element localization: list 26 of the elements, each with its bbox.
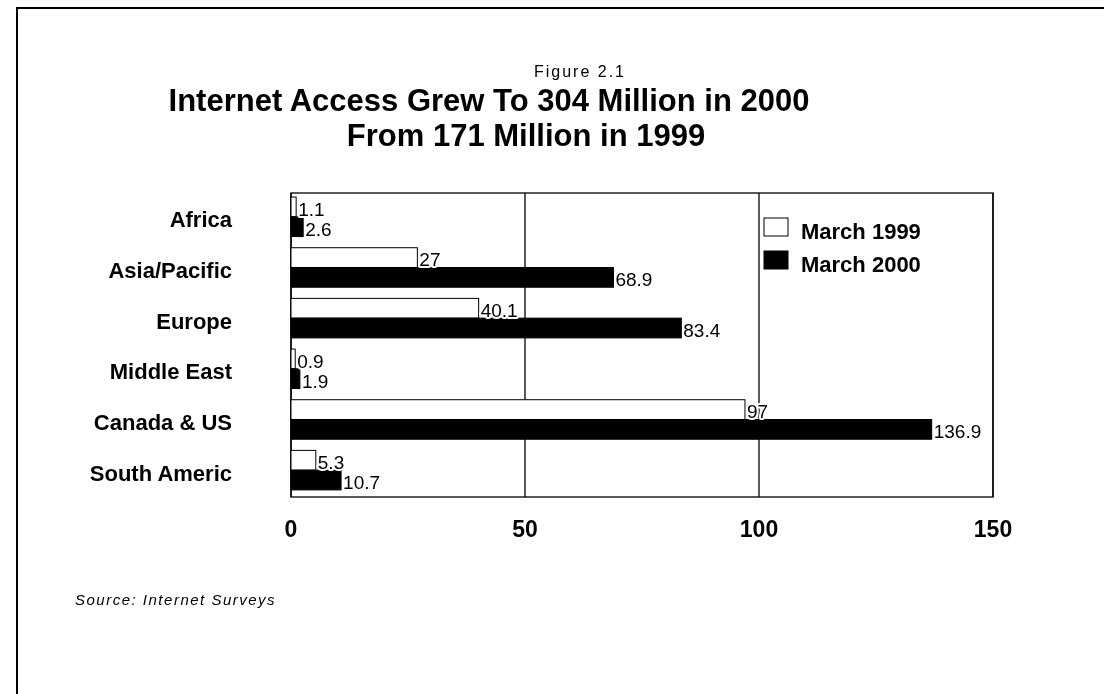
y-tick-label: Africa: [169, 207, 233, 233]
y-tick-label: Canada & US: [93, 410, 232, 435]
data-label: 40.1: [480, 300, 518, 322]
data-label: 1.1: [298, 198, 325, 220]
x-tick-label: 50: [512, 516, 538, 542]
data-label: 2.6: [305, 218, 332, 240]
x-tick-label: 150: [973, 516, 1013, 542]
chart-subtitle: Figure 2.1: [533, 63, 627, 80]
data-label: 5.3: [317, 452, 345, 474]
legend-label: March 2000: [801, 252, 921, 277]
data-label: 136.9: [933, 421, 982, 443]
data-label: 68.9: [615, 269, 653, 291]
data-label: 1.9: [301, 370, 329, 392]
x-tick-label: 0: [284, 516, 298, 542]
y-tick-label: South Americ: [89, 460, 232, 486]
data-label: 27: [419, 249, 441, 271]
y-tick-label: Asia/Pacific: [108, 258, 232, 283]
chart-title: Internet Access Grew To 304 Million in 2000 From 171 Million in 1999: [168, 83, 810, 153]
y-tick-label: Middle East: [109, 359, 233, 385]
data-label: 10.7: [343, 471, 381, 493]
y-tick-label: Europe: [156, 308, 232, 334]
data-label: 83.4: [683, 319, 721, 341]
x-tick-label: 100: [739, 516, 779, 542]
legend-label: March 1999: [801, 219, 921, 244]
data-label: 0.9: [297, 350, 324, 372]
source-note: Source: Internet Surveys: [75, 591, 277, 608]
